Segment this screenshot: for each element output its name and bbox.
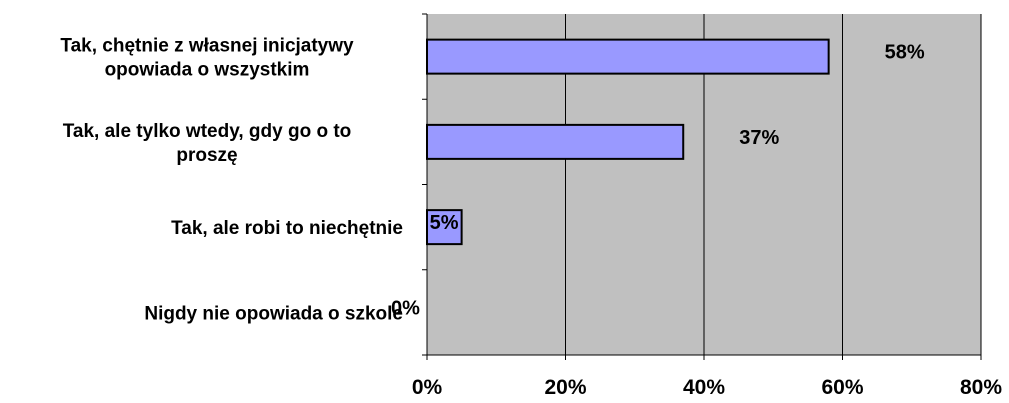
- data-labels: 58% 37% 5% 0%: [391, 42, 925, 320]
- bar: [426, 123, 685, 160]
- bar: [426, 38, 830, 75]
- category-labels: Tak, chętnie z własnej inicjatywy opowiad…: [60, 36, 403, 325]
- x-tick-label: 0%: [412, 376, 443, 399]
- data-label: 0%: [391, 297, 420, 319]
- category-label: Tak, ale tylko wtedy, gdy go o to proszę: [63, 121, 352, 166]
- category-label: Nigdy nie opowiada o szkole: [144, 303, 403, 324]
- data-label: 5%: [430, 212, 459, 234]
- x-tick-label: 80%: [960, 376, 1002, 399]
- bars: [426, 38, 830, 246]
- x-tick-label: 20%: [544, 376, 586, 399]
- data-label: 58%: [885, 42, 925, 64]
- category-label: Tak, chętnie z własnej inicjatywy opowiad…: [60, 36, 354, 81]
- category-label: Tak, ale robi to niechętnie: [171, 218, 403, 239]
- x-tick-labels: 0% 20% 40% 60% 80%: [412, 376, 1003, 399]
- x-tick-label: 60%: [821, 376, 863, 399]
- data-label: 37%: [739, 127, 779, 149]
- x-tick-label: 40%: [683, 376, 725, 399]
- bar: [426, 209, 463, 246]
